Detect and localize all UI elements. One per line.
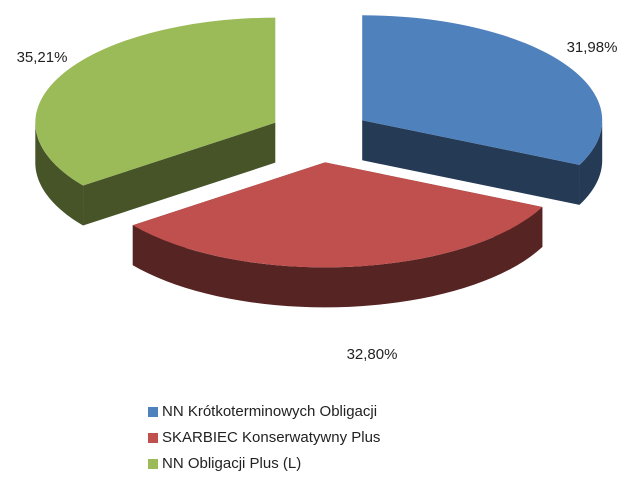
legend-label: SKARBIEC Konserwatywny Plus: [162, 429, 380, 446]
data-label: 35,21%: [17, 49, 68, 66]
pie-slice: [132, 162, 543, 308]
legend-swatch: [148, 433, 158, 443]
legend-label: NN Obligacji Plus (L): [162, 455, 301, 472]
slice-wall: [362, 120, 580, 205]
legend-swatch: [148, 407, 158, 417]
slice-top: [132, 162, 543, 268]
slice-top: [35, 17, 276, 186]
slice-side: [35, 122, 84, 226]
slice-wall: [83, 122, 276, 226]
slice-side: [132, 206, 543, 308]
pie-slice: [35, 17, 276, 226]
slice-top: [362, 15, 603, 165]
data-label: 32,80%: [347, 346, 398, 363]
data-label: 31,98%: [567, 39, 618, 56]
legend-swatch: [148, 459, 158, 469]
slice-side: [579, 120, 603, 205]
pie-slice: [362, 15, 603, 205]
legend-label: NN Krótkoterminowych Obligacji: [162, 403, 377, 420]
